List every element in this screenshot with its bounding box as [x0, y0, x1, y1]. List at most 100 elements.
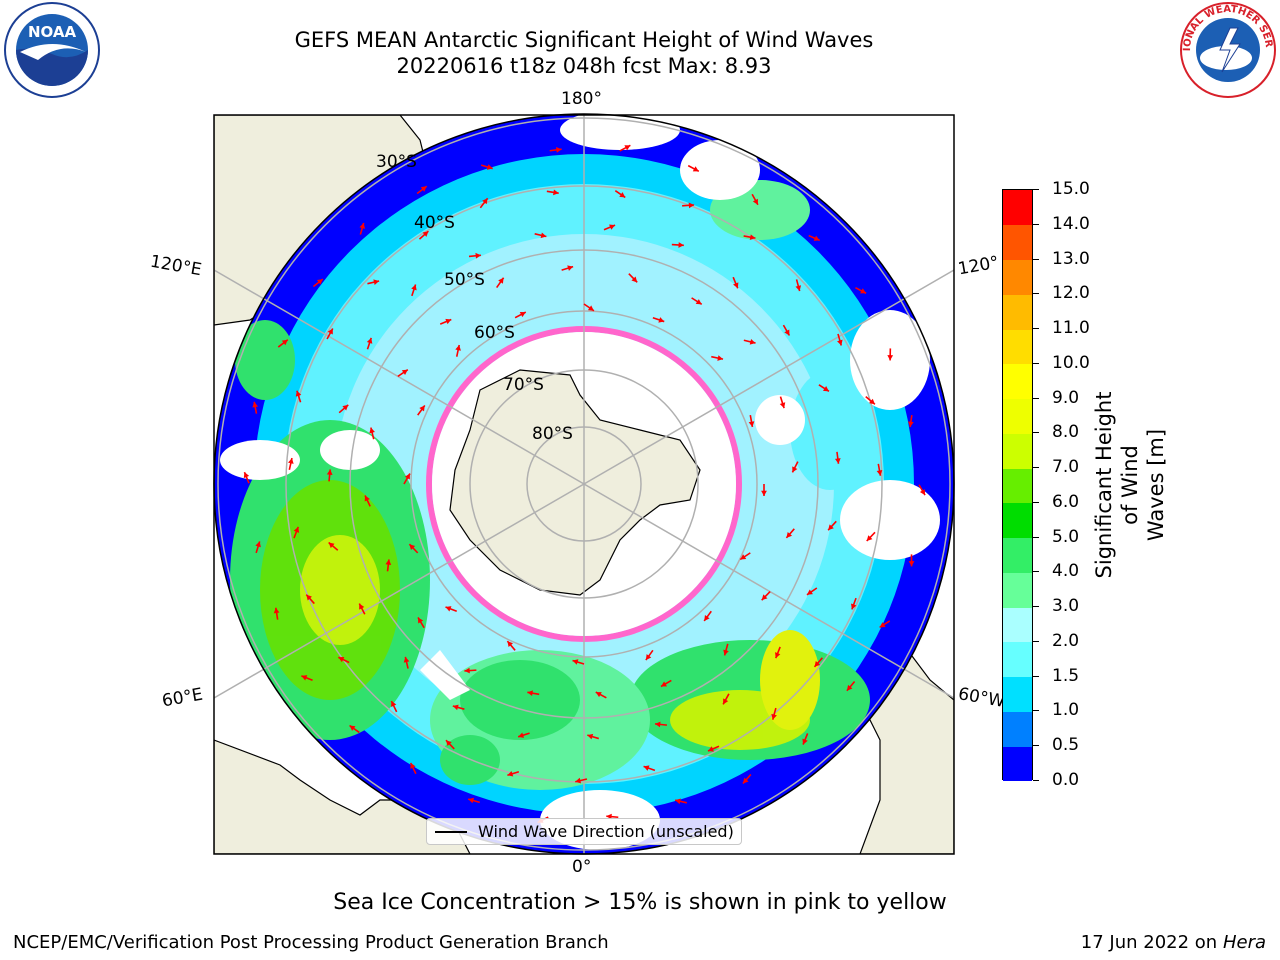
wave-arrow-head: [828, 524, 834, 531]
chart-title: GEFS MEAN Antarctic Significant Height o…: [294, 28, 874, 52]
colorbar-segment: [1003, 537, 1032, 573]
footer-date-text: 17 Jun 2022 on: [1080, 932, 1218, 953]
colorbar-tickmark: [1033, 397, 1039, 399]
antarctica-land: [449, 369, 701, 596]
wind-wave-direction-arrows: [243, 144, 926, 824]
wave-arrow-head: [645, 654, 652, 661]
wave-arrow-head: [643, 765, 650, 771]
colorbar: [1002, 189, 1033, 782]
wave-arrow-head: [418, 617, 424, 624]
wave-arrow-head: [338, 656, 345, 663]
colorbar-label: Significant Height of Wind Waves [m]: [1091, 385, 1169, 585]
wave-arrow-head: [243, 472, 250, 479]
wave-arrow-head: [866, 535, 873, 541]
wave-arrow-head: [403, 656, 410, 663]
colorbar-segment: [1003, 190, 1032, 226]
colorbar-segment: [1003, 329, 1032, 365]
wave-arrow-head: [822, 386, 829, 392]
colorbar-segment: [1003, 398, 1032, 434]
wave-arrow-head: [624, 145, 631, 151]
wave-arrow-head: [567, 265, 574, 271]
lat-label-30s: 30°S: [376, 152, 417, 172]
wave-arrow-head: [359, 222, 365, 229]
wave-arrow-head: [572, 659, 579, 665]
colorbar-tickmark: [1033, 536, 1039, 538]
wave-arrow-head: [519, 312, 526, 318]
wave-arrow-head: [717, 355, 724, 361]
national-weather-service-logo: NATIONAL WEATHER SERVICE: [1172, 0, 1280, 100]
wave-arrow-head: [692, 166, 699, 172]
wave-arrow-head: [527, 690, 534, 697]
wave-arrow-head: [761, 594, 768, 601]
wave-arrow-head: [507, 641, 513, 647]
wave-arrow-head: [860, 288, 867, 294]
colorbar-tickmark: [1033, 745, 1039, 747]
wave-arrow-head: [452, 704, 459, 711]
wave-arrow-head: [359, 603, 365, 610]
wave-arrow-head: [678, 242, 684, 248]
wave-arrow-head: [814, 660, 821, 667]
wave-arrow-head: [373, 279, 380, 285]
colorbar-tick-label: 12.0: [1052, 283, 1090, 304]
wave-arrow-head: [404, 473, 410, 480]
wave-arrow-head: [327, 328, 333, 335]
wave-arrow-head: [779, 402, 786, 409]
colorbar-tick-label: 11.0: [1052, 318, 1090, 339]
wave-arrow-head: [445, 740, 452, 747]
wave-arrow-head: [255, 541, 261, 548]
colorbar-tick-label: 0.5: [1052, 735, 1080, 756]
colorbar-tick-label: 4.0: [1052, 561, 1080, 582]
wave-arrow-head: [761, 490, 767, 496]
wave-arrow-head: [556, 147, 562, 153]
wave-arrow-head: [851, 603, 857, 610]
wave-arrow-head: [742, 777, 749, 784]
wave-arrow-head: [295, 390, 302, 397]
colorbar-tick-label: 10.0: [1052, 352, 1090, 373]
colorbar-segment: [1003, 433, 1032, 469]
lon-label-top: 180°: [561, 89, 602, 109]
wave-arrow-head: [482, 198, 488, 205]
footer-date: 17 Jun 2022 on Hera: [1081, 932, 1266, 953]
wave-arrow-head: [342, 404, 349, 411]
colorbar-tick-label: 8.0: [1052, 422, 1080, 443]
colorbar-tick-label: 13.0: [1052, 248, 1090, 269]
colorbar-tick-label: 15.0: [1052, 179, 1090, 199]
wave-arrow-head: [675, 798, 681, 805]
wave-arrow-head: [401, 369, 408, 375]
wave-arrow-head: [775, 652, 781, 659]
colorbar-segment: [1003, 502, 1032, 539]
map-frame: [213, 114, 955, 855]
wave-arrow-head: [349, 725, 356, 731]
colorbar-segment: [1003, 572, 1032, 608]
wave-arrow-head: [908, 421, 914, 427]
wave-arrow-head: [792, 466, 798, 473]
colorbar-tick-label: 1.0: [1052, 700, 1080, 721]
colorbar-segment: [1003, 468, 1032, 504]
graticule: [214, 115, 954, 854]
wave-arrow-head: [846, 684, 853, 691]
footer-credit: NCEP/EMC/Verification Post Processing Pr…: [13, 932, 609, 953]
colorbar-segment: [1003, 259, 1032, 295]
wave-arrow-head: [475, 252, 481, 259]
wave-arrow-head: [887, 355, 894, 361]
wave-arrow-head: [498, 277, 504, 284]
wave-arrow-head: [410, 762, 416, 769]
colorbar-tick-label: 5.0: [1052, 526, 1080, 547]
colorbar-segment: [1003, 746, 1032, 782]
colorbar-segment: [1003, 294, 1032, 330]
colorbar-segment: [1003, 711, 1032, 747]
wave-arrow-head: [409, 544, 416, 551]
colorbar-tick-label: 2.0: [1052, 630, 1080, 651]
wave-arrow-head: [813, 235, 820, 241]
legend-line-swatch: [435, 831, 467, 833]
wave-arrow-head: [704, 615, 710, 621]
wave-arrow-head: [723, 698, 729, 705]
lat-label-70s: 70°S: [503, 375, 544, 395]
colorbar-tickmark: [1033, 258, 1039, 260]
wave-arrow-head: [802, 738, 808, 745]
wave-arrow-head: [273, 607, 280, 614]
colorbar-segment: [1003, 607, 1032, 643]
wave-arrow-head: [553, 189, 559, 196]
legend-label: Wind Wave Direction (unscaled): [478, 822, 734, 841]
